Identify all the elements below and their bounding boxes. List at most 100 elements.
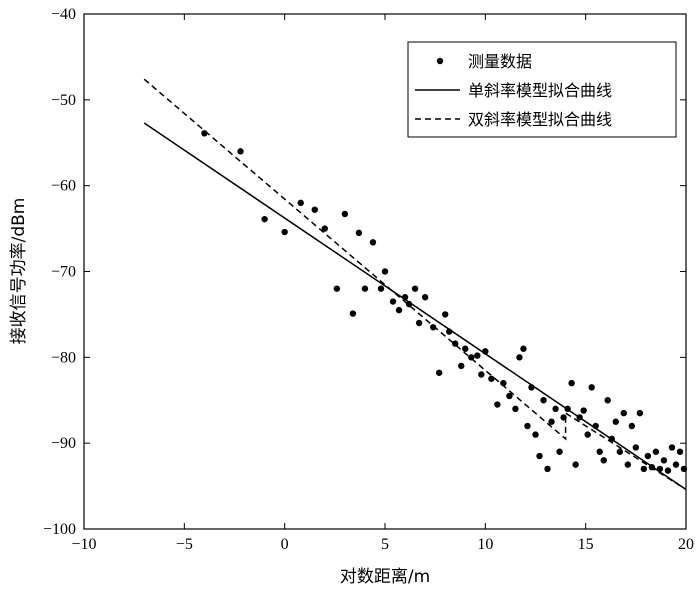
- data-point: [401, 294, 409, 301]
- y-tick-label: −100: [43, 521, 76, 538]
- x-tick-label: 5: [381, 536, 389, 553]
- data-point: [355, 229, 363, 237]
- data-point: [608, 435, 615, 443]
- data-points: [201, 130, 688, 474]
- data-point: [478, 371, 485, 378]
- data-point: [452, 340, 459, 347]
- y-tick-label: −60: [51, 178, 76, 195]
- data-point: [664, 467, 672, 474]
- data-point: [588, 384, 595, 391]
- data-point: [333, 285, 341, 292]
- data-point: [369, 239, 377, 246]
- data-point: [584, 431, 591, 438]
- legend-label-single-slope: 单斜率模型拟合曲线: [468, 81, 612, 100]
- data-point: [442, 311, 449, 318]
- fit-lines: [143, 78, 687, 491]
- data-point: [628, 422, 636, 430]
- data-point: [237, 148, 244, 155]
- data-point: [672, 461, 680, 468]
- data-point: [341, 210, 349, 218]
- data-point: [281, 228, 288, 236]
- x-tick-label: 20: [678, 536, 694, 553]
- data-point: [572, 461, 579, 468]
- data-point: [636, 409, 644, 417]
- data-point: [580, 407, 587, 414]
- data-point: [616, 448, 623, 455]
- data-point: [676, 448, 684, 455]
- data-point: [544, 465, 551, 473]
- data-point: [560, 414, 567, 421]
- y-tick-label: −50: [51, 92, 76, 109]
- legend-marker-measured: [436, 57, 444, 65]
- data-point: [668, 444, 676, 451]
- data-point: [644, 452, 652, 460]
- data-point: [536, 452, 543, 460]
- legend: 测量数据 单斜率模型拟合曲线 双斜率模型拟合曲线: [407, 41, 677, 138]
- data-point: [261, 215, 268, 223]
- y-tick-label: −40: [51, 6, 76, 23]
- x-tick-label: 10: [477, 536, 493, 553]
- data-point: [468, 354, 475, 361]
- data-point: [640, 465, 648, 473]
- x-axis-title: 对数距离/m: [340, 567, 430, 587]
- data-point: [524, 422, 531, 430]
- data-point: [612, 418, 619, 425]
- data-point: [349, 310, 357, 317]
- data-point: [321, 225, 328, 232]
- data-point: [532, 431, 539, 438]
- axis-ticks: −10 −5 0 5 10 15 20−100−90−80−70−60−50−40: [43, 6, 694, 553]
- legend-label-dual-slope: 双斜率模型拟合曲线: [468, 110, 612, 129]
- data-point: [411, 285, 419, 292]
- data-point: [458, 362, 465, 370]
- data-point: [632, 444, 640, 451]
- data-point: [361, 285, 369, 292]
- data-point: [528, 384, 535, 391]
- data-point: [620, 409, 627, 417]
- y-tick-label: −90: [51, 435, 76, 452]
- data-point: [506, 392, 513, 400]
- data-point: [297, 199, 304, 207]
- data-point: [552, 405, 559, 413]
- data-point: [576, 414, 583, 421]
- data-point: [381, 268, 389, 275]
- x-tick-label: 0: [281, 536, 289, 553]
- data-point: [395, 306, 403, 314]
- data-point: [421, 294, 429, 301]
- data-point: [462, 345, 469, 352]
- data-point: [389, 298, 397, 305]
- data-point: [648, 464, 656, 471]
- data-point: [568, 379, 575, 387]
- single-slope-fit-line: [143, 122, 687, 491]
- data-point: [500, 379, 507, 387]
- data-point: [540, 397, 547, 404]
- data-point: [604, 397, 611, 404]
- y-tick-label: −70: [51, 264, 76, 281]
- data-point: [377, 285, 385, 292]
- data-point: [201, 130, 208, 137]
- data-point: [680, 465, 688, 473]
- data-point: [488, 375, 495, 382]
- data-point: [548, 418, 555, 425]
- y-axis-title: 接收信号功率/dBm: [9, 198, 29, 345]
- data-point: [512, 405, 519, 413]
- data-point: [435, 369, 443, 376]
- data-point: [520, 345, 527, 352]
- data-point: [656, 465, 664, 473]
- data-point: [556, 448, 563, 455]
- y-tick-label: −80: [51, 349, 76, 366]
- data-point: [415, 319, 423, 327]
- data-point: [311, 206, 318, 213]
- data-point: [596, 448, 603, 455]
- dual-slope-fit-line: [143, 78, 687, 491]
- data-point: [516, 354, 523, 361]
- data-point: [624, 461, 632, 468]
- legend-label-measured: 测量数据: [468, 52, 532, 71]
- data-point: [405, 300, 413, 308]
- x-tick-label: −10: [71, 536, 96, 553]
- x-tick-label: −5: [176, 536, 193, 553]
- data-point: [600, 457, 607, 464]
- data-point: [429, 324, 437, 331]
- data-point: [446, 328, 453, 335]
- data-point: [474, 352, 481, 359]
